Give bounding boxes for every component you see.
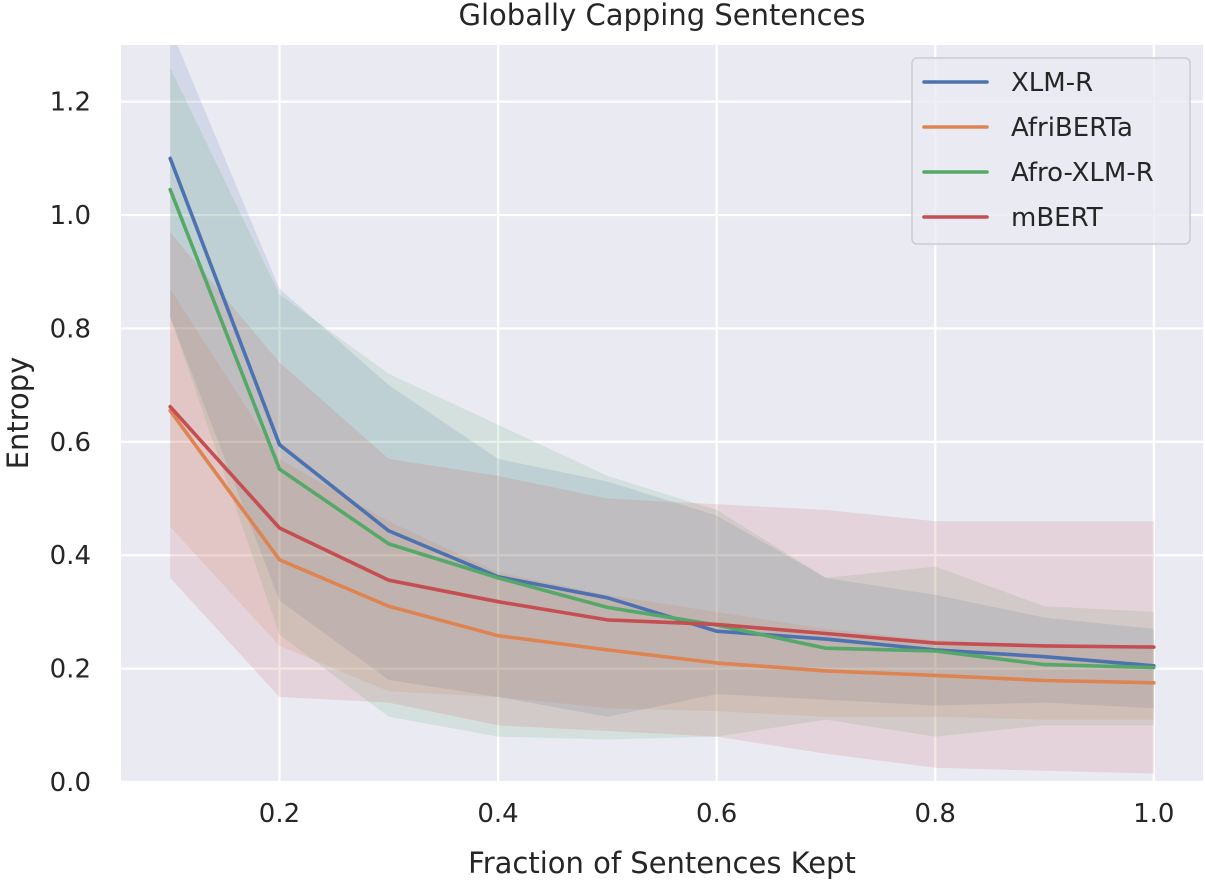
legend-label: AfriBERTa [1011, 113, 1133, 143]
y-tick-label: 0.8 [50, 314, 91, 344]
y-axis-label: Entropy [1, 357, 35, 470]
y-tick-label: 0.4 [50, 541, 91, 571]
series-layer [168, 45, 1156, 774]
confidence-band-mbert [170, 232, 1154, 774]
y-tick-label: 0.0 [50, 768, 91, 798]
series-line-afro-xlm-r [168, 187, 1156, 670]
y-tick-label: 1.2 [50, 88, 91, 118]
y-tick-label: 0.2 [50, 655, 91, 685]
y-tick-label: 0.6 [50, 428, 91, 458]
y-tick-label: 1.0 [50, 201, 91, 231]
x-tick-label: 0.2 [259, 799, 300, 829]
x-tick-label: 1.0 [1133, 799, 1174, 829]
x-axis-label: Fraction of Sentences Kept [468, 846, 856, 880]
series-line-afriberta [168, 408, 1156, 685]
legend-item: mBERT [922, 203, 1103, 233]
confidence-band-afro-xlm-r [170, 67, 1154, 740]
confidence-band-xlm-r [170, 45, 1154, 717]
legend: XLM-R AfriBERTa Afro-XLM-R mBERT [911, 57, 1191, 245]
legend-item: Afro-XLM-R [922, 158, 1154, 188]
x-tick-label: 0.6 [696, 799, 737, 829]
legend-label: mBERT [1011, 203, 1103, 233]
legend-frame [911, 57, 1191, 245]
chart-title: Globally Capping Sentences [459, 0, 866, 32]
legend-item: AfriBERTa [922, 113, 1133, 143]
legend-label: Afro-XLM-R [1011, 158, 1154, 188]
legend-item: XLM-R [922, 68, 1093, 98]
legend-label: XLM-R [1011, 68, 1093, 98]
series-line-mbert [168, 404, 1156, 649]
x-tick-label: 0.8 [915, 799, 956, 829]
x-tick-label: 0.4 [477, 799, 518, 829]
